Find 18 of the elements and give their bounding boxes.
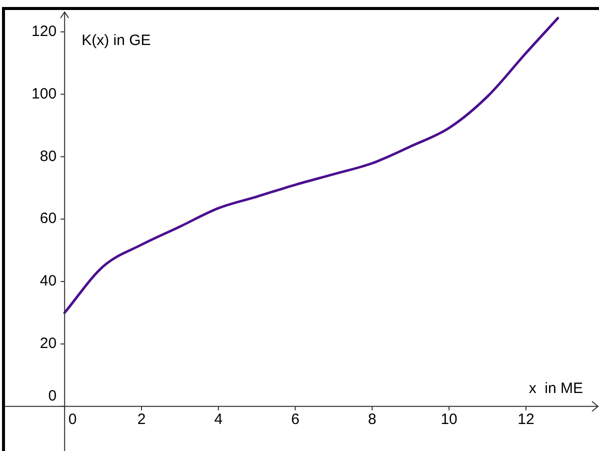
- y-tick-label: 120: [32, 22, 57, 40]
- y-tick-label: 20: [40, 335, 57, 352]
- y-tick-label: 60: [40, 210, 57, 228]
- x-tick-label: 6: [291, 411, 300, 428]
- y-tick-label: 80: [40, 148, 57, 165]
- x-axis-title: x in ME: [528, 380, 583, 398]
- x-tick-label: 8: [368, 411, 376, 428]
- x-tick-label: 12: [518, 411, 534, 428]
- y-axis-title: K(x) in GE: [82, 32, 151, 49]
- y-tick-label: 0: [48, 388, 57, 405]
- x-tick-label: 10: [440, 411, 458, 428]
- y-tick-label: 100: [32, 85, 57, 102]
- x-tick-label: 0: [68, 411, 77, 428]
- frame: 0 2 4 6 8 10 12 0 20 40 60 80 100 120 K(x) in GE x in ME: [2, 7, 599, 451]
- x-tick-label: 2: [137, 411, 146, 428]
- y-tick-label: 40: [40, 272, 57, 290]
- x-tick-label: 4: [214, 411, 223, 428]
- line-series: [63, 16, 560, 314]
